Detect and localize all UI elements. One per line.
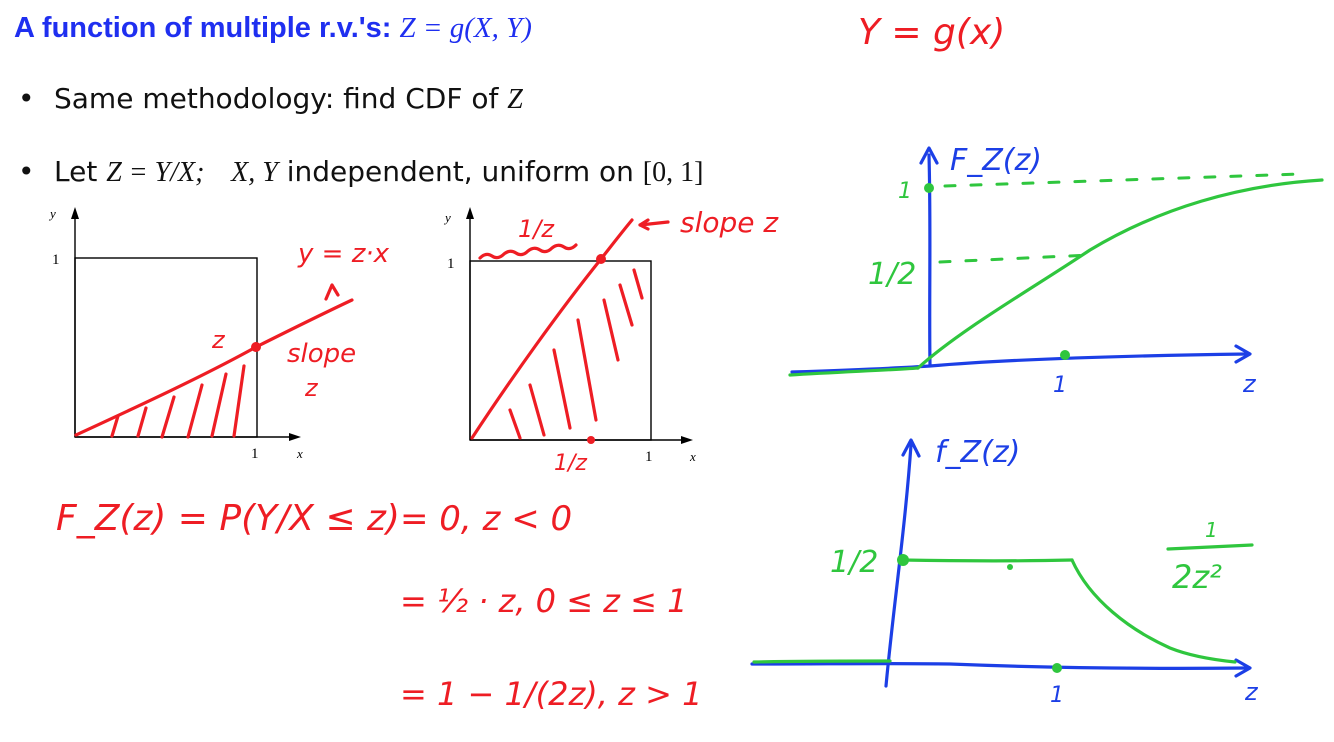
pdf-tail-numerator: 1	[1205, 518, 1218, 542]
annotation-top-right: Y = g(x)	[858, 12, 1005, 53]
plot-mid-x-tick: 1	[645, 449, 653, 465]
plot-mid-unit-square	[470, 261, 651, 440]
plot-left-label-arrow	[326, 285, 338, 299]
plot-mid-y-label: y	[443, 210, 451, 225]
cdf-one-point	[924, 183, 934, 193]
plot-mid-slope-arrow	[640, 220, 668, 229]
pdf-mid-point	[1007, 564, 1013, 570]
plot-mid-x-label: x	[689, 449, 696, 464]
plot-mid-intersection-point	[596, 254, 606, 264]
cdf-x-one-label: 1	[1053, 373, 1067, 398]
plot-left-unit-square	[75, 258, 257, 437]
pdf-tail-fraction-bar	[1168, 545, 1252, 549]
cdf-derivation: F_Z(z) = P(Y/X ≤ z) = 0, z < 0 = ½ · z, …	[56, 498, 702, 713]
pdf-sketch: f_Z(z) z 1/2 1 1 2z²	[752, 435, 1259, 708]
plot-left-y-arrow	[71, 207, 79, 219]
cdf-half-level	[940, 255, 1090, 262]
plot-left-x-arrow	[289, 433, 301, 441]
plot-left: y x 1 1 y = z·x z slope z	[48, 206, 390, 462]
cdf-x-label: z	[1242, 370, 1257, 398]
plot-left-intersection-point	[251, 342, 261, 352]
pdf-x-one-point	[1052, 663, 1062, 673]
plot-mid-y-tick: 1	[447, 256, 455, 272]
cdf-sketch: F_Z(z) z 1 1/2 1	[790, 143, 1322, 398]
pdf-half-point	[897, 554, 909, 566]
cdf-definition: F_Z(z) = P(Y/X ≤ z)	[56, 498, 400, 539]
cdf-case-3: = 1 − 1/(2z), z > 1	[400, 675, 702, 713]
cdf-x-axis	[792, 354, 1248, 372]
plot-mid-slope-label: slope z	[680, 206, 779, 239]
cdf-half-label: 1/2	[868, 257, 916, 292]
pdf-x-label: z	[1244, 678, 1259, 706]
cdf-one-label: 1	[898, 179, 912, 204]
plot-mid-axis-point	[587, 436, 595, 444]
pdf-axis-label: f_Z(z)	[935, 435, 1020, 470]
plot-mid-wavy-line	[480, 245, 576, 258]
plot-mid-line	[472, 220, 632, 438]
plot-left-x-tick: 1	[251, 446, 259, 462]
plot-mid-top-label: 1/z	[518, 215, 555, 243]
pdf-flat-segment	[902, 560, 1072, 561]
plot-mid-y-arrow	[466, 207, 474, 219]
plot-left-slope-z: z	[304, 374, 319, 402]
cdf-axis-label: F_Z(z)	[950, 143, 1042, 178]
plot-left-y-label: y	[48, 206, 56, 221]
plot-left-point-label: z	[211, 326, 226, 354]
plot-left-slope-label: slope	[287, 339, 356, 369]
cdf-case-1: = 0, z < 0	[400, 499, 572, 539]
plot-left-line-label: y = z·x	[297, 239, 390, 269]
pdf-tail-denominator: 2z²	[1172, 558, 1222, 596]
cdf-case-2: = ½ · z, 0 ≤ z ≤ 1	[400, 582, 687, 620]
pdf-zero-segment	[754, 661, 890, 662]
cdf-curve	[918, 180, 1322, 368]
plot-left-hatching	[112, 366, 244, 437]
pdf-x-axis	[752, 664, 1248, 669]
cdf-x-one-point	[1060, 350, 1070, 360]
pdf-half-label: 1/2	[830, 545, 878, 580]
plot-left-y-tick: 1	[52, 252, 60, 268]
plot-left-x-label: x	[296, 446, 303, 461]
plot-middle: y x 1 1 1/z slope z 1/z	[443, 206, 779, 476]
plot-mid-bottom-label: 1/z	[554, 451, 587, 476]
plot-mid-x-arrow	[681, 436, 693, 444]
pdf-y-axis	[886, 445, 911, 686]
pdf-x-one-label: 1	[1050, 683, 1064, 708]
